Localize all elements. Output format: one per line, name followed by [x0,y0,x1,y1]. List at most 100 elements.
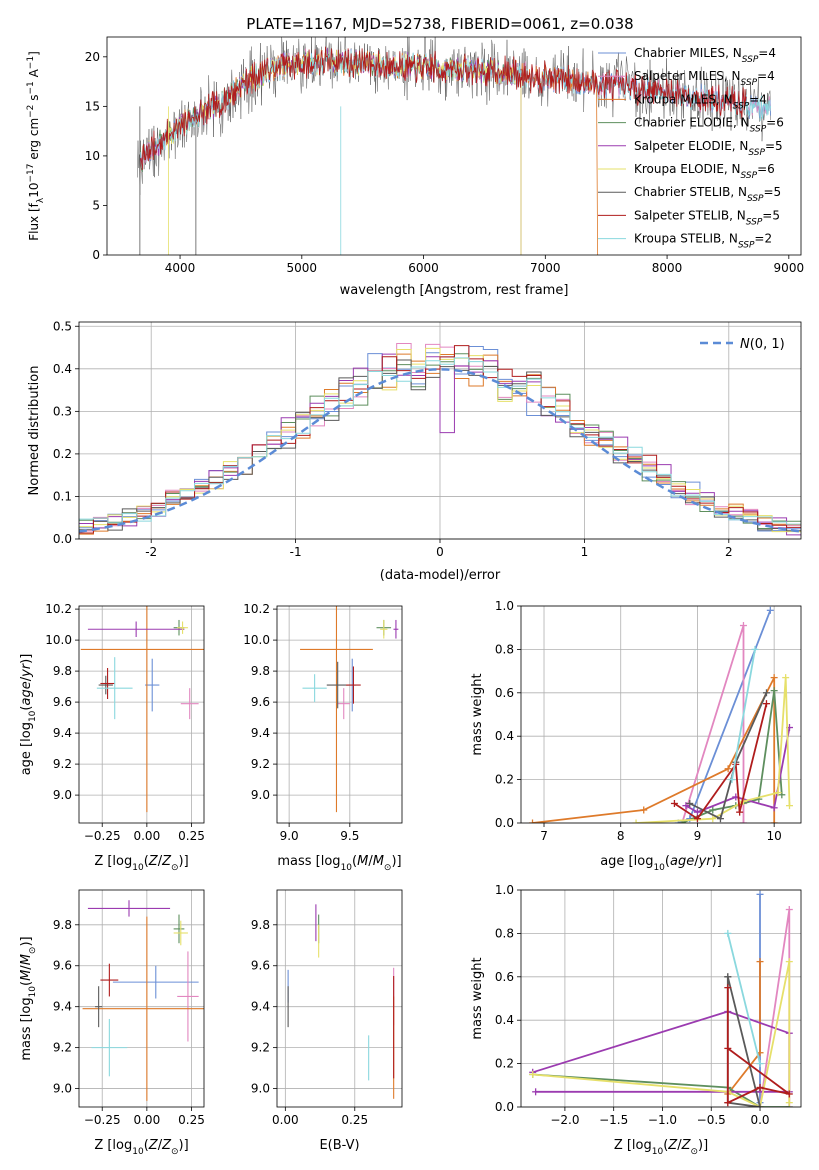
errorbar-point [112,965,199,999]
tick-label-y: 9.6 [251,959,270,973]
weight-marker [756,958,764,966]
weight-series-line [689,692,768,820]
weight-marker [529,1070,537,1078]
errorbar-point [145,658,160,712]
tick-label-x: 6000 [408,261,439,275]
tick-label-x: −0.25 [84,1113,121,1127]
tick-label-y: 10.2 [45,602,72,616]
x-axis-label: wavelength [Angstrom, rest frame] [340,283,569,298]
weight-series-line [731,649,756,780]
legend-entry: Chabrier ELODIE, NSSP=6 [634,116,784,135]
legend-entry: Salpeter MILES, NSSP=4 [634,69,775,88]
tick-label-y: 9.6 [53,959,72,973]
tick-label-y: 9.2 [53,1041,72,1055]
panel-weight_vs_Z: −2.0 −1.5 −1.0 −0.5 0.0 0.0 0.2 0.4 0.6 0.8 1.0 Z [… [470,883,802,1157]
tick-label-x: 10 [767,829,782,843]
errorbar-point [173,920,188,946]
tick-label-x: 0.00 [133,1113,160,1127]
tick-label-y: 9.0 [251,788,270,802]
errorbar-point [337,688,350,720]
tick-label-y: 20 [85,50,100,64]
tick-label-y: 0.2 [53,447,72,461]
weight-marker [751,645,759,653]
weight-marker [724,984,732,992]
weight-marker [739,819,747,823]
tick-label-y: 0.8 [495,926,514,940]
weight-marker [693,815,701,823]
axes-frame [78,605,205,824]
weight-marker [756,890,764,898]
tick-label-y: 0.4 [53,362,72,376]
tick-label-y: 0.6 [495,686,514,700]
weight-series-line [726,933,761,1064]
weight-marker [770,819,778,823]
tick-label-y: 0.4 [495,729,514,743]
tick-label-y: 0.4 [495,1013,514,1027]
errorbar-point [380,619,388,639]
tick-label-x: 9000 [774,261,805,275]
tick-label-y: 5 [92,198,100,212]
axes-frame [106,36,802,256]
weight-marker [785,802,793,810]
weight-marker [778,791,786,799]
weight-marker [756,1103,764,1107]
y-axis-label: mass [log10(M/M⊙)] [19,936,38,1060]
weight-marker [736,808,744,816]
legend-entry: Salpeter ELODIE, NSSP=5 [634,139,783,158]
legend-entry: N(0, 1) [740,337,785,352]
legend-entry: Salpeter STELIB, NSSP=5 [634,208,780,227]
weight-marker [724,1099,732,1107]
panel-mass_vs_EBV: 0.00 0.25 9.0 9.2 9.4 9.6 9.8 E(B-V) [251,889,403,1153]
axes-frame [520,889,802,1108]
weight-marker [766,606,774,614]
grid [277,606,402,823]
x-axis-label: Z [log10(Z/Z⊙)] [94,854,188,873]
weight-marker [770,804,778,812]
tick-label-y: 10.0 [243,633,270,647]
weight-marker [686,799,694,807]
panel-residuals: -2 -1 0 1 2 0.0 0.1 0.2 0.3 0.4 0.5 N(0, 1) (data-mo… [27,319,802,583]
tick-label-x: 0.25 [178,829,205,843]
errorbar-point [82,916,204,1101]
tick-label-y: 9.8 [53,664,72,678]
weight-marker [770,687,778,695]
tick-label-y: 9.4 [251,726,270,740]
x-axis-label: mass [log10(M/M⊙)] [277,854,401,873]
tick-label-x: −1.0 [648,1113,677,1127]
y-axis-label: Flux [fλ10−17 erg cm−2 s−1 A−1] [26,51,46,241]
errorbar-point [300,606,373,813]
weight-marker [724,973,732,981]
weight-marker [728,776,736,784]
plot-area [137,37,771,255]
tick-label-y: 0.2 [495,773,514,787]
tick-label-x: 7 [540,829,548,843]
weight-marker [739,622,747,630]
axes-frame [276,605,403,824]
weight-marker [532,1088,540,1096]
tick-label-x: 0.25 [341,1113,368,1127]
tick-label-y: 9.4 [53,726,72,740]
weight-marker [640,806,648,814]
weight-marker [682,802,690,810]
panels: 4000 5000 6000 7000 8000 900005101520waveleng… [19,36,805,1157]
weight-series-line [532,1073,790,1107]
tick-label-x: 9.0 [280,829,299,843]
y-axis-label: Normed distribution [27,366,42,496]
weight-marker [785,906,793,914]
errorbar-point [173,914,185,944]
tick-label-x: 0 [436,545,444,559]
weight-series-line [636,677,791,823]
weight-marker [782,674,790,682]
histogram-series [79,345,801,539]
tick-label-y: 9.2 [251,1041,270,1055]
tick-label-y: 1.0 [495,599,514,613]
tick-label-x: −2.0 [550,1113,579,1127]
tick-label-x: 2 [725,545,733,559]
tick-label-y: 0.0 [53,532,72,546]
tick-label-y: 9.0 [53,1082,72,1096]
plot-area [529,890,793,1107]
y-axis-label: mass weight [470,673,485,755]
weight-series-line [727,961,761,1095]
weight-marker [724,765,732,773]
